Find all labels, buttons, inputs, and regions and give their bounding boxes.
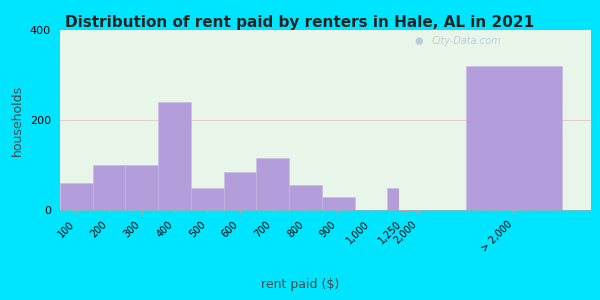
Bar	[256, 158, 289, 210]
Bar	[158, 102, 191, 210]
Bar	[387, 188, 420, 210]
Text: City-Data.com: City-Data.com	[431, 36, 501, 46]
Bar	[125, 165, 158, 210]
Bar	[289, 185, 322, 210]
Text: Distribution of rent paid by renters in Hale, AL in 2021: Distribution of rent paid by renters in …	[65, 15, 535, 30]
Bar	[191, 188, 224, 210]
Bar	[60, 183, 93, 210]
Text: ●: ●	[414, 36, 422, 46]
Bar	[93, 165, 125, 210]
Bar	[322, 196, 355, 210]
Y-axis label: households: households	[11, 84, 24, 156]
Bar	[466, 66, 562, 210]
Text: rent paid ($): rent paid ($)	[261, 278, 339, 291]
Bar	[224, 172, 256, 210]
